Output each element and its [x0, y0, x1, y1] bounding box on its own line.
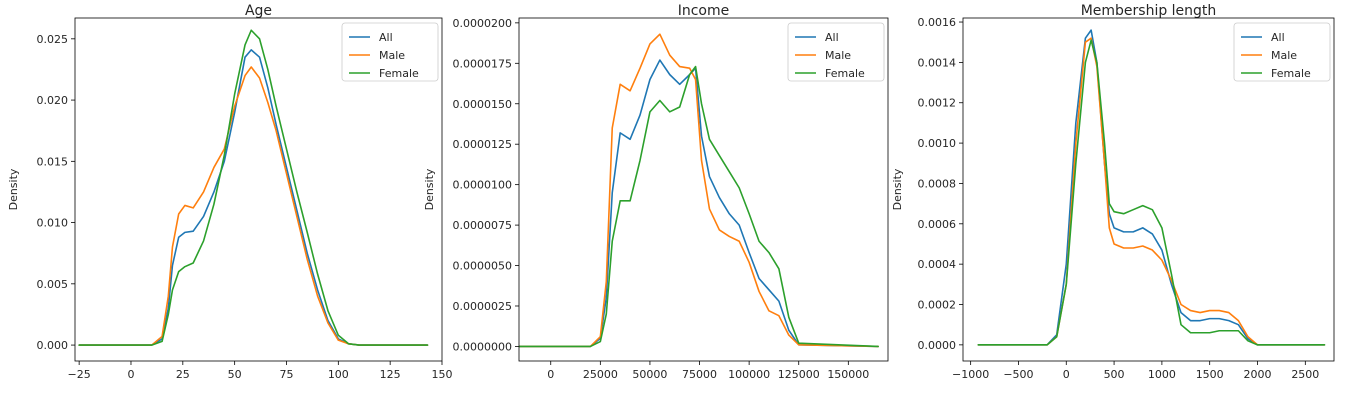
y-tick-label: 0.000 [37, 339, 69, 352]
series-line-male [977, 37, 1326, 346]
y-tick-label: 0.0004 [918, 258, 957, 271]
y-tick-label: 0.0014 [918, 56, 957, 69]
legend: All Male Female [787, 22, 885, 82]
y-axis-label: Density [891, 168, 904, 210]
y-tick-label: 0.0012 [918, 97, 957, 110]
x-tick-label: 75000 [682, 368, 717, 381]
y-axis-label: Density [423, 168, 436, 210]
y-tick-label: 0.0010 [918, 137, 957, 150]
x-tick-label: 50 [228, 368, 242, 381]
y-axis-label: Density [7, 168, 20, 210]
y-tick-label: 0.0000125 [453, 138, 513, 151]
y-tick-label: 0.0000000 [453, 340, 513, 353]
y-tick-label: 0.0008 [918, 177, 957, 190]
legend-label-all: All [379, 31, 393, 44]
chart-title: Income [678, 3, 730, 19]
y-tick-label: 0.015 [37, 155, 69, 168]
series-line-all [78, 49, 429, 346]
x-tick-label: 1000 [1148, 368, 1176, 381]
legend: All Male Female [341, 22, 439, 82]
series-line-all [977, 29, 1326, 346]
y-tick-label: 0.0000100 [453, 179, 513, 192]
chart-panel-income: Income Density 0 25000 50000 75000 100000 12500… [423, 3, 889, 381]
x-tick-label: 2000 [1244, 368, 1272, 381]
y-tick-label: 0.0000075 [453, 219, 513, 232]
y-tick-label: 0.0000175 [453, 57, 513, 70]
series-line-female [977, 39, 1326, 346]
legend-label-all: All [825, 31, 839, 44]
y-tick-label: 0.0000050 [453, 260, 513, 273]
y-tick-label: 0.025 [37, 33, 69, 46]
series-line-female [78, 29, 429, 346]
series-line-male [78, 66, 429, 346]
y-tick-label: 0.0002 [918, 299, 957, 312]
chart-panel-age: Age Density −25 0 25 50 75 100 125 150 0.000 0.005 0… [7, 3, 453, 381]
x-tick-label: 125000 [778, 368, 820, 381]
legend: All Male Female [1233, 22, 1331, 82]
plot-frame [518, 17, 889, 362]
chart-title: Membership length [1081, 3, 1217, 19]
x-tick-label: 100 [328, 368, 349, 381]
x-tick-label: 25000 [583, 368, 618, 381]
x-tick-label: 75 [279, 368, 293, 381]
x-tick-label: 0 [127, 368, 134, 381]
y-tick-label: 0.020 [37, 94, 69, 107]
chart-title: Age [245, 3, 272, 19]
x-tick-label: 125 [380, 368, 401, 381]
legend-label-female: Female [825, 67, 865, 80]
y-tick-label: 0.0006 [918, 218, 957, 231]
x-tick-label: 150 [432, 368, 453, 381]
x-tick-label: −500 [1003, 368, 1033, 381]
y-tick-label: 0.005 [37, 278, 69, 291]
y-tick-label: 0.010 [37, 217, 69, 230]
x-tick-label: −1000 [952, 368, 989, 381]
series-line-all [519, 59, 879, 348]
x-tick-label: 500 [1104, 368, 1125, 381]
y-tick-label: 0.0016 [918, 16, 957, 29]
plot-frame [74, 17, 443, 362]
y-tick-label: 0.0000025 [453, 300, 513, 313]
legend-label-female: Female [1271, 67, 1311, 80]
y-tick-label: 0.0000 [918, 339, 957, 352]
legend-label-all: All [1271, 31, 1285, 44]
x-tick-label: 2500 [1291, 368, 1319, 381]
plot-frame [962, 17, 1335, 362]
y-tick-label: 0.0000200 [453, 17, 513, 30]
series-line-male [519, 33, 879, 348]
chart-panel-membership-length: Membership length Density −1000 −500 0 500 100… [891, 3, 1335, 381]
legend-label-male: Male [379, 49, 405, 62]
x-tick-label: 25 [176, 368, 190, 381]
legend-label-male: Male [825, 49, 851, 62]
x-tick-label: −25 [68, 368, 91, 381]
y-tick-label: 0.0000150 [453, 98, 513, 111]
x-tick-label: 0 [547, 368, 554, 381]
legend-label-female: Female [379, 67, 419, 80]
series-line-female [519, 65, 879, 348]
x-tick-label: 150000 [827, 368, 869, 381]
x-tick-label: 1500 [1196, 368, 1224, 381]
x-tick-label: 100000 [728, 368, 770, 381]
x-tick-label: 0 [1063, 368, 1070, 381]
legend-label-male: Male [1271, 49, 1297, 62]
x-tick-label: 50000 [632, 368, 667, 381]
